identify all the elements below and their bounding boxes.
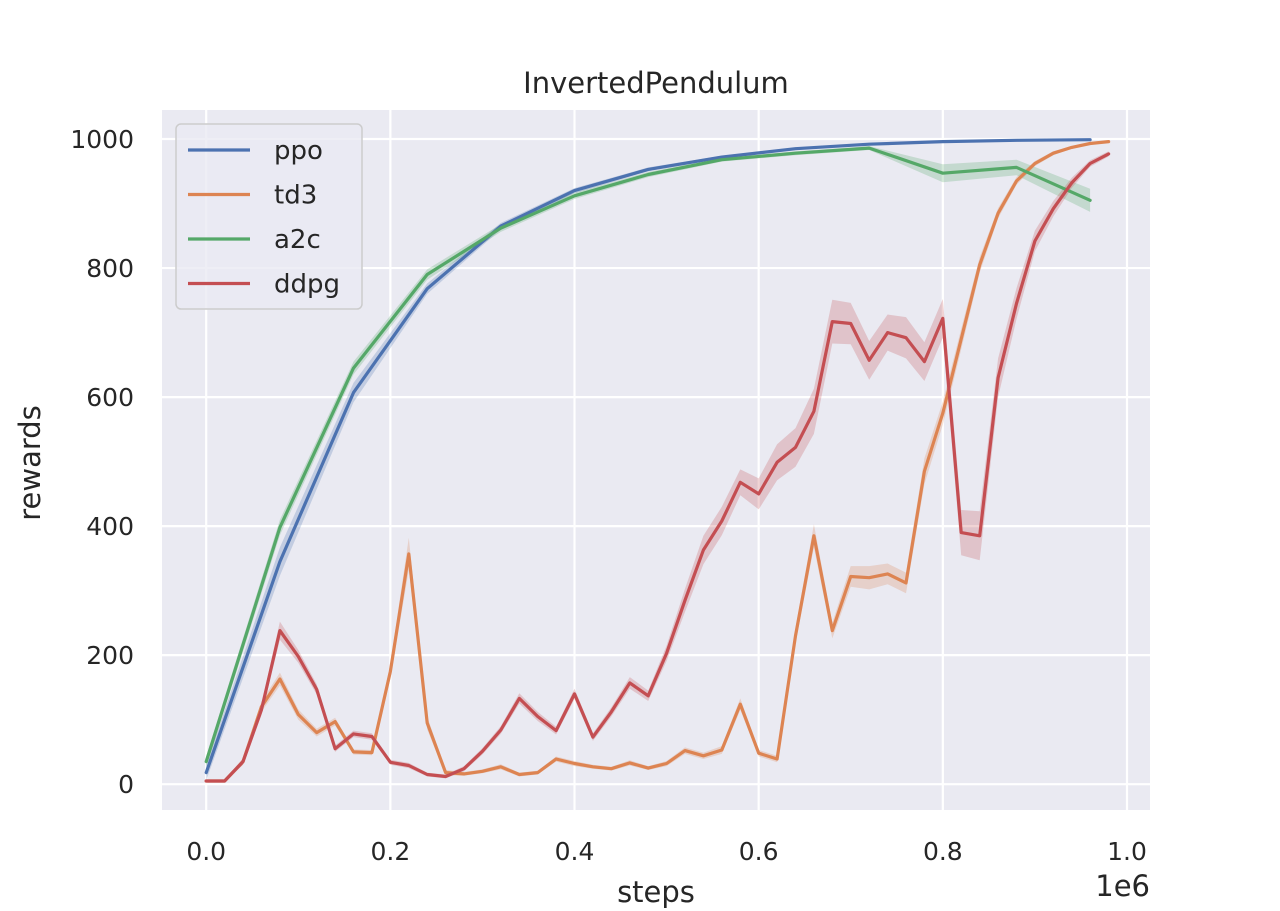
line-a2c bbox=[204, 146, 1092, 764]
grid bbox=[162, 110, 1150, 810]
series-lines bbox=[204, 138, 1111, 783]
x-tick-label: 0.8 bbox=[923, 837, 963, 866]
chart-title: InvertedPendulum bbox=[523, 66, 789, 100]
legend-box bbox=[175, 123, 363, 310]
legend-label-td3: td3 bbox=[274, 181, 317, 211]
y-tick-label: 200 bbox=[86, 641, 134, 670]
line-ppo bbox=[204, 138, 1092, 775]
y-tick-label: 1000 bbox=[70, 125, 134, 154]
x-axis-label: steps bbox=[617, 875, 695, 909]
legend: ppo td3 a2c ddpg bbox=[175, 123, 363, 310]
y-axis-label: rewards bbox=[13, 405, 47, 521]
legend-label-a2c: a2c bbox=[274, 225, 321, 255]
x-axis-offset-text: 1e6 bbox=[1095, 869, 1150, 903]
legend-label-ppo: ppo bbox=[274, 136, 323, 166]
x-tick-label: 0.2 bbox=[370, 837, 410, 866]
y-tick-label: 800 bbox=[86, 254, 134, 283]
x-tick-label: 0.0 bbox=[186, 837, 226, 866]
line-td3 bbox=[204, 140, 1111, 783]
y-tick-label: 600 bbox=[86, 383, 134, 412]
x-tick-label: 0.4 bbox=[555, 837, 595, 866]
y-axis-ticks: 0 200 400 600 800 1000 bbox=[70, 125, 134, 799]
legend-label-ddpg: ddpg bbox=[274, 270, 340, 300]
y-tick-label: 0 bbox=[118, 770, 134, 799]
x-tick-label: 0.6 bbox=[739, 837, 779, 866]
x-axis-ticks: 0.0 0.2 0.4 0.6 0.8 1.0 bbox=[186, 837, 1147, 866]
line-ddpg bbox=[204, 152, 1111, 783]
y-tick-label: 400 bbox=[86, 512, 134, 541]
x-tick-label: 1.0 bbox=[1107, 837, 1147, 866]
